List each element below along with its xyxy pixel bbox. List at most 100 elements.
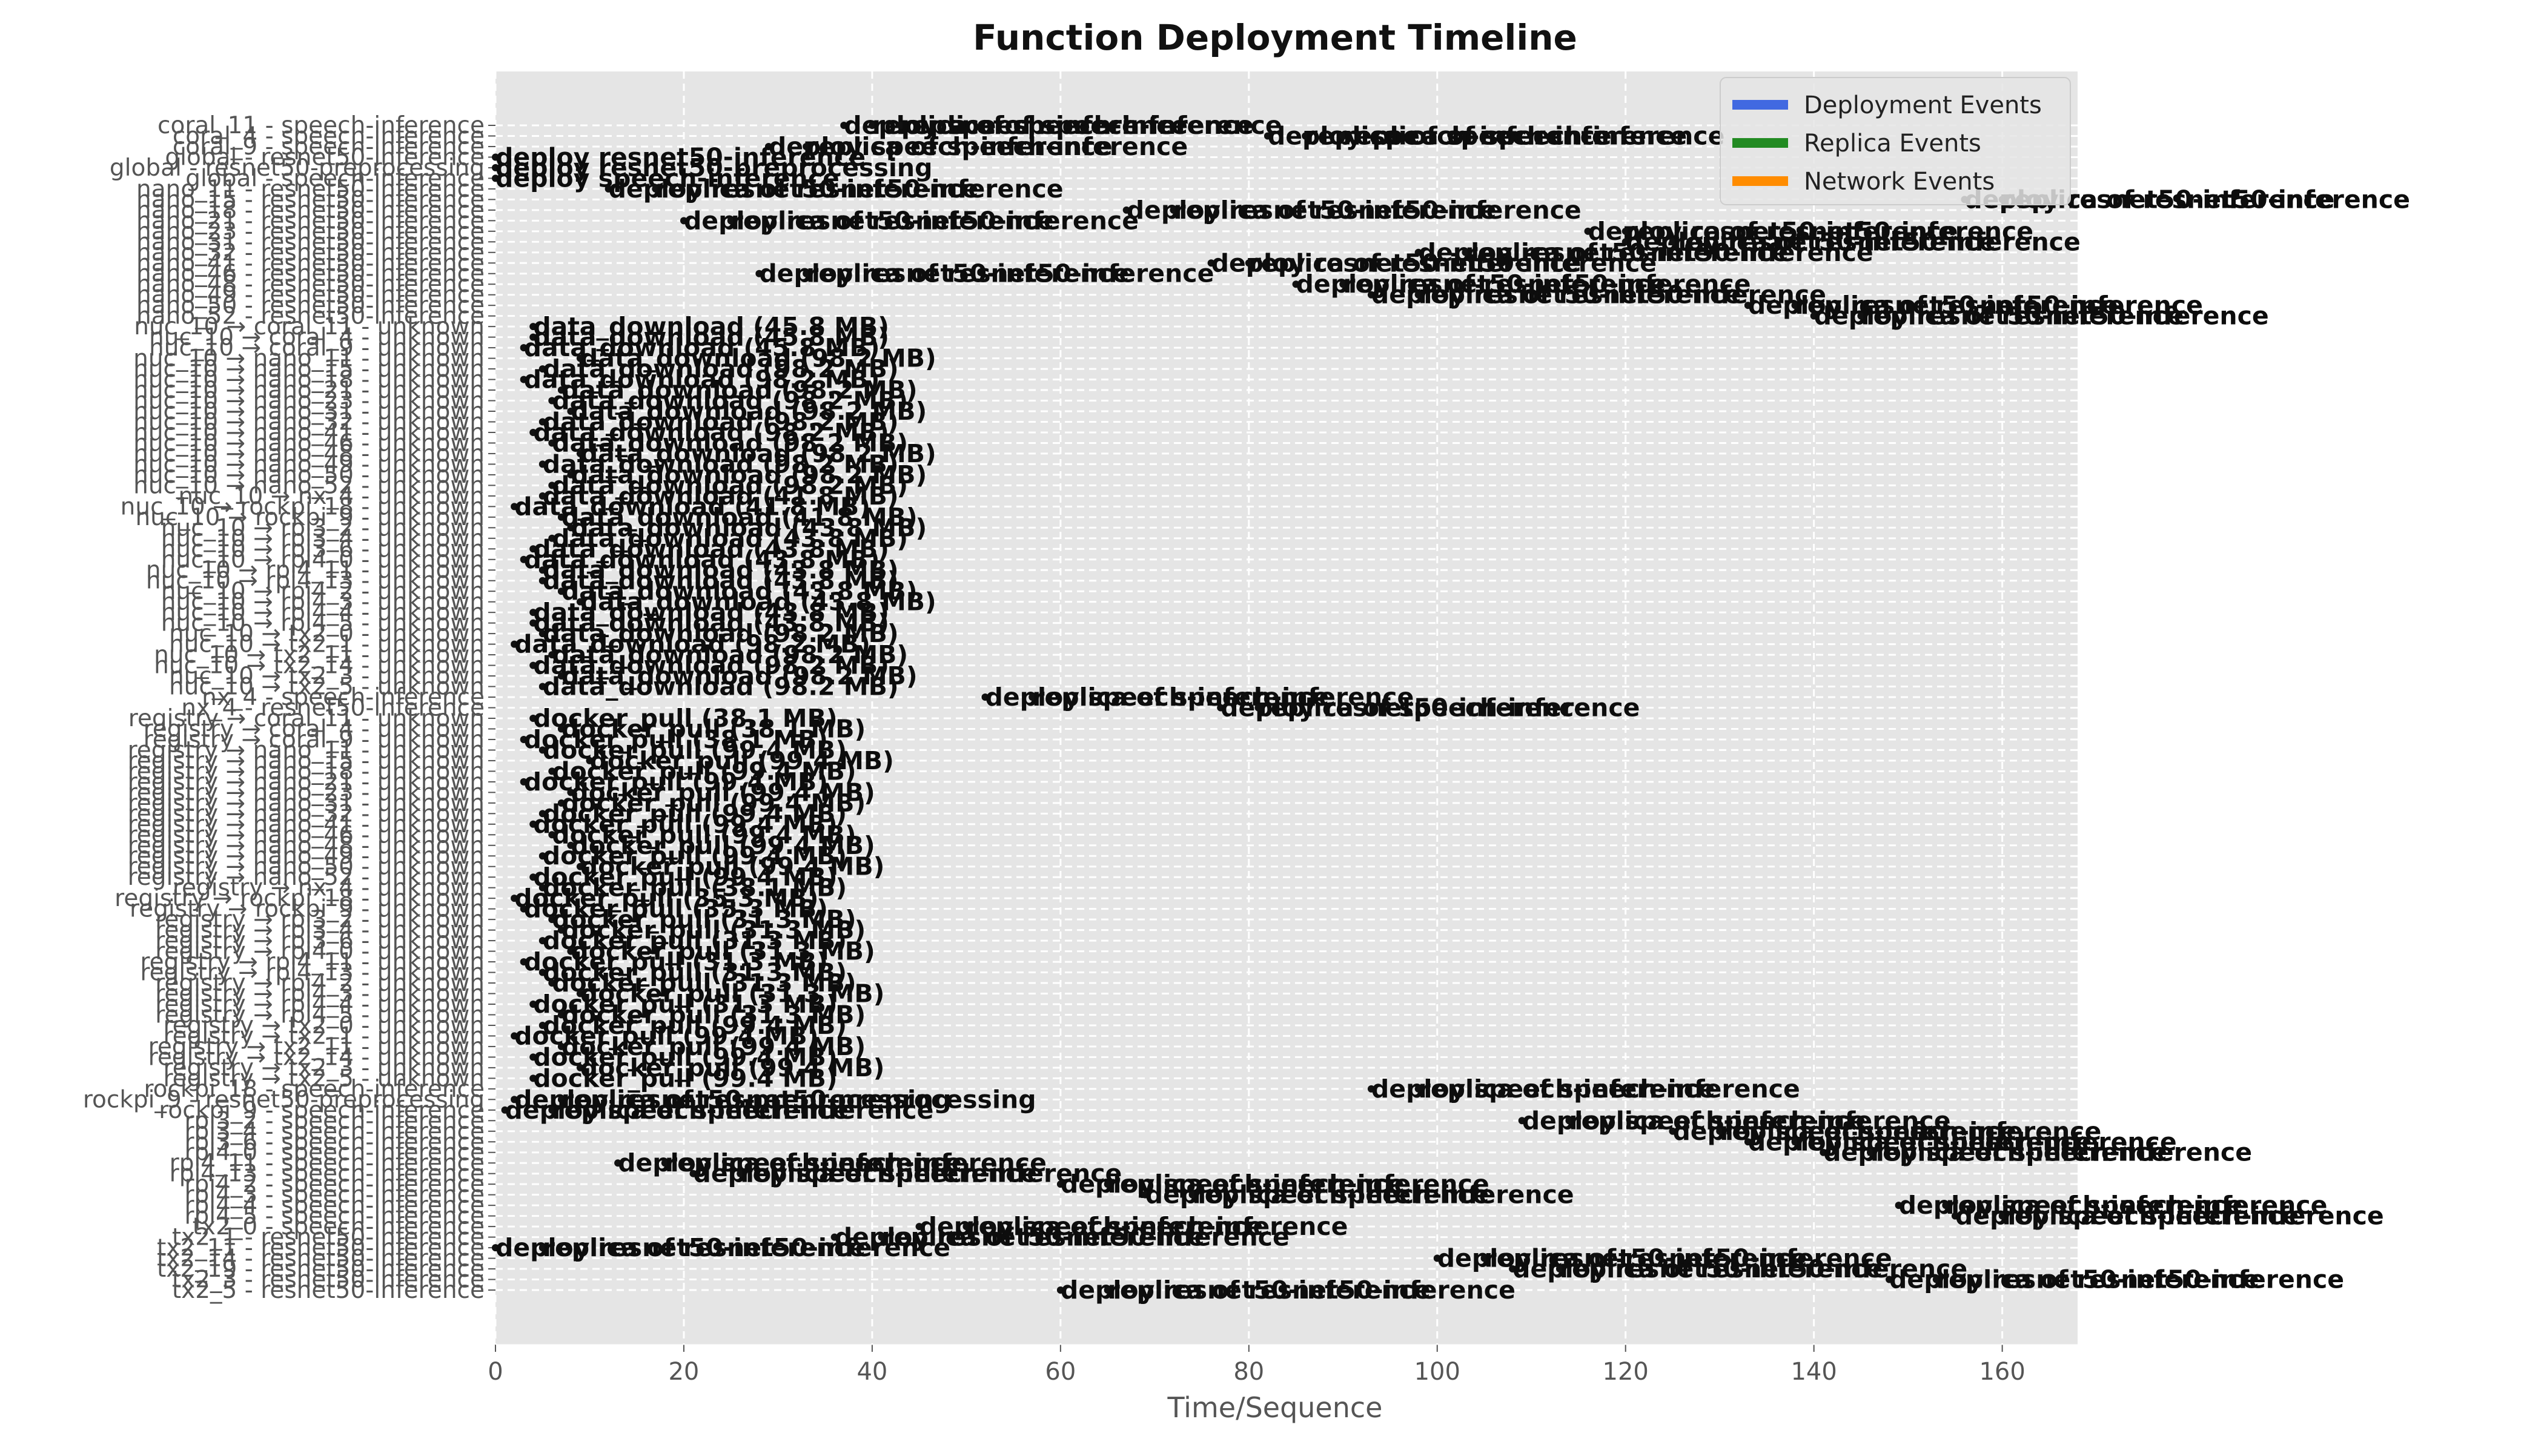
event-marker <box>492 153 499 161</box>
event-marker <box>548 397 556 405</box>
event-marker <box>1292 280 1300 288</box>
event-label: data_download (98.2 MB) <box>561 661 918 690</box>
event-marker <box>557 1042 565 1050</box>
y-tick-label: nuc_10 → nano_32 - unknown <box>133 408 485 435</box>
y-tick-label: nx_4 - speech-inference <box>202 684 485 711</box>
event-label: data_download (43.8 MB) <box>580 587 936 617</box>
y-tick-label: nano_46 - resnet50-inference <box>136 260 485 288</box>
event-marker <box>529 1000 537 1008</box>
y-tick-label: rpi3_4 - speech-inference <box>184 1118 485 1145</box>
event-label: docker_pull (31.3 MB) <box>543 958 847 987</box>
event-marker <box>557 1096 565 1104</box>
event-marker <box>576 354 584 362</box>
event-label: data_download (41.8 MB) <box>543 481 899 511</box>
event-marker <box>557 672 565 680</box>
event-label: data_download (98.2 MB) <box>543 672 899 701</box>
event-label: data_download (98.2 MB) <box>580 439 936 468</box>
event-marker <box>1998 1212 2006 1220</box>
event-marker <box>548 831 556 839</box>
event-label: deploy speech-inference <box>1672 1117 2016 1146</box>
y-tick-label: tx2_3 - resnet50-inference <box>172 1266 485 1294</box>
event-label: docker_pull (38.1 MB) <box>561 714 866 743</box>
event-label: deploy speech-inference <box>1145 1180 1489 1209</box>
event-marker <box>1029 693 1036 701</box>
event-label: replica of speech-inference <box>1569 1106 1950 1135</box>
event-marker <box>520 344 528 352</box>
event-marker <box>1254 704 1262 712</box>
event-marker <box>529 323 537 331</box>
event-label: deploy resnet50-inference <box>1814 302 2184 331</box>
event-marker <box>538 746 546 754</box>
y-tick-label: nano_23 - resnet50-inference <box>136 218 485 245</box>
event-marker <box>1621 227 1629 235</box>
y-tick-label: nuc_10 → rpi4_5 - unknown <box>161 610 485 637</box>
event-label: replica of resnet50-inference <box>1249 248 1657 277</box>
event-label: data_download (41.8 MB) <box>514 492 870 521</box>
event-marker <box>576 598 584 606</box>
y-tick-label: nuc_10 → coral_11 - unknown <box>134 313 485 340</box>
legend-label: Replica Events <box>1804 130 1981 157</box>
y-tick-label: nano_31 - resnet50-inference <box>136 228 485 256</box>
y-tick-label: registry → nx_4 - unknown <box>173 875 485 902</box>
event-marker <box>567 789 575 796</box>
y-tick-label: nano_15 - resnet50-inference <box>136 186 485 213</box>
event-marker <box>1584 227 1592 235</box>
y-tick-label: global - speech-inference <box>185 165 485 192</box>
event-marker <box>567 408 575 415</box>
y-tick-label: nuc_10 → tx2_0 - unknown <box>169 620 485 647</box>
event-marker <box>755 270 763 277</box>
event-marker <box>840 122 848 129</box>
event-label: deploy speech-inference <box>1823 1138 2167 1167</box>
event-marker <box>1518 1117 1526 1125</box>
event-label: deploy speech-inference <box>1955 1202 2299 1231</box>
event-label: deploy resnet50-inference <box>1061 1276 1431 1305</box>
y-tick-label: nuc_10 → coral_4 - unknown <box>149 324 485 351</box>
event-label: replica of speech-inference <box>966 1212 1348 1241</box>
y-tick-label: global - resnet50-inference <box>165 144 485 171</box>
event-label: deploy resnet50-inference <box>1626 227 1996 256</box>
x-tick-label: 100 <box>1414 1358 1460 1386</box>
event-marker <box>538 810 546 818</box>
event-label: data_download (43.8 MB) <box>533 609 889 638</box>
event-label: docker_pull (99.4 MB) <box>552 756 856 786</box>
event-label: docker_pull (99.4 MB) <box>533 810 837 839</box>
event-label: deploy resnet50-inference <box>1419 238 1789 267</box>
event-marker <box>1414 291 1422 299</box>
y-tick-label: rpi3_2 - speech-inference <box>184 1107 485 1134</box>
event-marker <box>1895 1202 1903 1209</box>
event-marker <box>576 990 584 998</box>
event-marker <box>830 1233 838 1241</box>
event-marker <box>567 947 575 955</box>
y-tick-label: registry → nano_41 - unknown <box>128 811 485 838</box>
y-tick-label: registry → nano_11 - unknown <box>128 736 485 764</box>
event-label: replica of speech-inference <box>1720 1117 2101 1146</box>
event-marker <box>1302 132 1310 140</box>
event-label: deploy resnet50-inference <box>1211 248 1582 277</box>
event-marker <box>538 365 546 373</box>
event-label: docker_pull (99.4 MB) <box>571 778 875 807</box>
x-tick-label: 60 <box>1045 1358 1076 1386</box>
y-tick-label: nuc_10 → nano_21 - unknown <box>133 377 485 404</box>
grid-lines <box>494 71 2078 1345</box>
x-tick-label: 120 <box>1603 1358 1649 1386</box>
x-tick-label: 160 <box>1979 1358 2025 1386</box>
y-tick-label: nuc_10 → nano_46 - unknown <box>133 429 485 457</box>
event-label: replica of resnet50-inference <box>1861 302 2268 331</box>
event-label: replica of speech-inference <box>665 1148 1047 1177</box>
event-marker <box>548 534 556 542</box>
event-label: deploy speech-inference <box>694 1159 1038 1188</box>
event-marker <box>511 1032 518 1040</box>
event-label: docker_pull (99.4 MB) <box>524 767 828 796</box>
event-label: deploy speech-inference <box>495 164 840 193</box>
y-tick-label: nano_21 - resnet50-inference <box>136 207 485 234</box>
y-tick-label: registry → nano_48 - unknown <box>128 832 485 859</box>
event-marker <box>511 1096 518 1104</box>
event-label: replica of speech-inference <box>1419 1074 1800 1104</box>
y-tick-label: tx2_5 - resnet50-inference <box>172 1277 485 1304</box>
y-tick-label: rpi4_13 - speech-inference <box>170 1160 485 1188</box>
event-marker <box>1104 1180 1111 1188</box>
event-label: data_download (43.8 MB) <box>543 555 899 584</box>
event-marker <box>1414 1085 1422 1093</box>
event-marker <box>962 1223 970 1231</box>
